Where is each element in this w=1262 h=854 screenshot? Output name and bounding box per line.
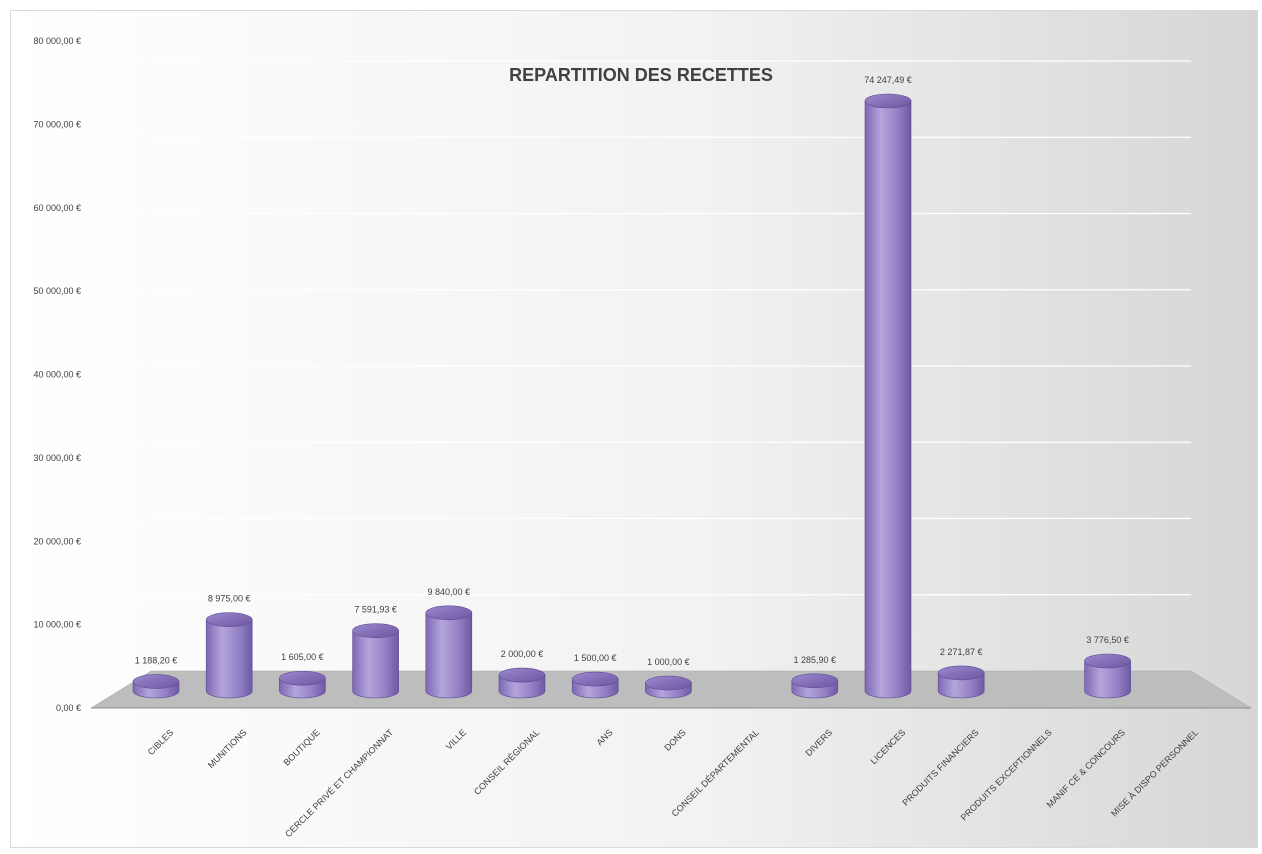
data-label: 1 500,00 €	[574, 653, 617, 663]
gridline-connector	[90, 40, 152, 62]
data-label: 1 605,00 €	[281, 652, 324, 662]
y-tick-label: 20 000,00 €	[33, 536, 81, 546]
bar	[645, 675, 692, 699]
bar-body	[864, 100, 912, 699]
bar-top	[498, 667, 546, 683]
bar-top	[1084, 653, 1131, 669]
bar	[937, 665, 985, 699]
bar-top	[864, 93, 912, 109]
bar-body	[425, 612, 473, 699]
bar-top	[205, 612, 253, 627]
gridline-connector	[90, 518, 152, 542]
bar-top	[571, 671, 619, 687]
gridline-connector	[90, 594, 152, 626]
bar	[205, 612, 253, 699]
bar	[1084, 653, 1131, 699]
y-tick-label: 70 000,00 €	[33, 119, 81, 129]
bar-top	[425, 605, 473, 621]
data-label: 1 000,00 €	[647, 657, 690, 667]
data-label: 2 271,87 €	[940, 647, 983, 657]
bar-top	[132, 674, 180, 689]
y-tick-label: 40 000,00 €	[33, 370, 81, 380]
y-tick-label: 0,00 €	[56, 703, 81, 713]
bar	[425, 605, 473, 699]
bar	[571, 671, 619, 699]
data-label: 9 840,00 €	[428, 587, 471, 597]
data-label: 2 000,00 €	[501, 649, 544, 659]
bar-top	[352, 623, 399, 638]
bar-body	[1084, 660, 1131, 699]
bar-body	[352, 630, 399, 699]
data-label: 3 776,50 €	[1086, 635, 1129, 645]
bar	[498, 667, 546, 699]
data-label: 1 285,90 €	[794, 655, 837, 665]
bar	[352, 623, 399, 699]
bar-body	[205, 619, 253, 699]
data-label: 74 247,49 €	[864, 75, 912, 85]
bar-top	[937, 665, 985, 681]
y-tick-label: 60 000,00 €	[33, 203, 81, 213]
bar-top	[645, 675, 692, 691]
bar	[791, 673, 839, 699]
data-label: 7 591,93 €	[354, 605, 397, 615]
bar	[279, 670, 326, 699]
y-tick-label: 80 000,00 €	[33, 36, 81, 46]
bar	[132, 674, 180, 699]
bar-top	[791, 673, 839, 689]
y-tick-label: 10 000,00 €	[33, 620, 81, 630]
chart-title: REPARTITION DES RECETTES	[509, 65, 773, 85]
chart-frame: 0,00 € 10 000,00 € 20 000,00 € 30 000,00 € 4…	[10, 10, 1258, 848]
bar-top	[279, 670, 326, 686]
data-label: 1 188,20 €	[135, 656, 178, 666]
bar	[864, 93, 912, 699]
y-tick-label: 50 000,00 €	[33, 286, 81, 296]
plot-background	[11, 11, 1257, 847]
y-tick-label: 30 000,00 €	[33, 453, 81, 463]
data-label: 8 975,00 €	[208, 594, 251, 604]
bar-chart: 0,00 € 10 000,00 € 20 000,00 € 30 000,00 € 4…	[11, 11, 1257, 847]
